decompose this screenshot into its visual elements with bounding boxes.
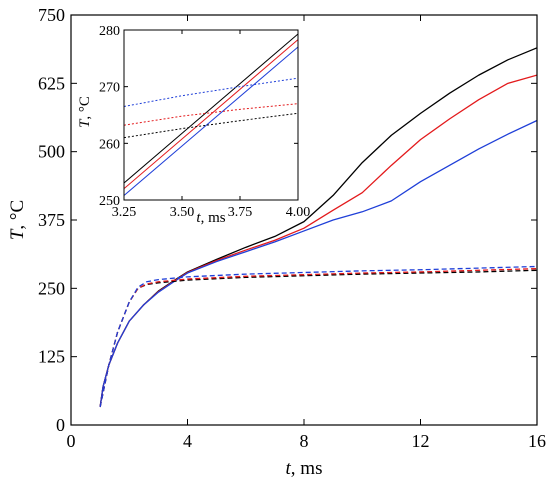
inset-series-line-3 [124, 77, 298, 107]
main-series-line-5 [99, 265, 537, 408]
inset-y-tick-label: 270 [99, 81, 120, 96]
main-x-tick-label: 8 [300, 431, 309, 451]
main-y-axis-title: T, °C [7, 200, 28, 240]
main-y-tick-label: 375 [38, 210, 65, 230]
inset-plot-frame [123, 29, 299, 201]
main-x-axis-unit: , ms [291, 458, 323, 479]
inset-ticks-group: 3.25 3.50 3.75 4.00 250 260 270 280 [99, 24, 310, 220]
main-y-axis-var: T [7, 228, 28, 240]
main-x-tick-label: 4 [183, 431, 192, 451]
inset-series-line-2 [124, 46, 298, 196]
main-y-tick-label: 250 [38, 278, 65, 298]
main-y-tick-label: 0 [56, 415, 65, 435]
inset-series-line-1 [124, 39, 298, 190]
inset-x-axis-var: t [196, 210, 201, 226]
inset-x-axis-unit: , ms [201, 210, 226, 226]
inset-plot: 3.25 3.50 3.75 4.00 250 260 270 280 t, ms T, °C [77, 24, 310, 226]
main-ticks-group: 0 4 8 12 16 0 125 250 375 500 625 750 [38, 5, 546, 451]
main-x-tick-label: 0 [67, 431, 76, 451]
main-x-tick-label: 16 [528, 431, 546, 451]
main-y-tick-label: 500 [38, 142, 65, 162]
main-x-tick-label: 12 [412, 431, 430, 451]
inset-y-axis-title: T, °C [77, 96, 93, 128]
inset-background [124, 30, 298, 200]
main-series-group [99, 47, 537, 408]
inset-x-tick-label: 4.00 [286, 205, 311, 220]
inset-series-group [124, 33, 298, 196]
main-y-tick-label: 750 [38, 5, 65, 25]
inset-x-tick-label: 3.50 [170, 205, 195, 220]
inset-y-tick-label: 280 [99, 24, 120, 39]
inset-y-axis-unit: , °C [77, 96, 93, 120]
inset-y-tick-label: 250 [99, 194, 120, 209]
inset-y-axis-var: T [77, 118, 93, 128]
main-y-tick-label: 125 [38, 347, 65, 367]
inset-series-line-0 [124, 33, 298, 184]
inset-series-line-5 [124, 112, 298, 139]
main-y-tick-label: 625 [38, 73, 65, 93]
main-series-line-2 [99, 119, 537, 408]
main-x-axis-title: t, ms [286, 458, 323, 479]
inset-x-tick-label: 3.25 [112, 205, 137, 220]
main-x-axis-var: t [286, 458, 292, 479]
inset-x-axis-title: t, ms [196, 210, 225, 226]
main-y-axis-unit: , °C [7, 200, 28, 230]
inset-x-tick-label: 3.75 [228, 205, 253, 220]
inset-series-line-4 [124, 103, 298, 126]
inset-y-tick-label: 260 [99, 137, 120, 152]
